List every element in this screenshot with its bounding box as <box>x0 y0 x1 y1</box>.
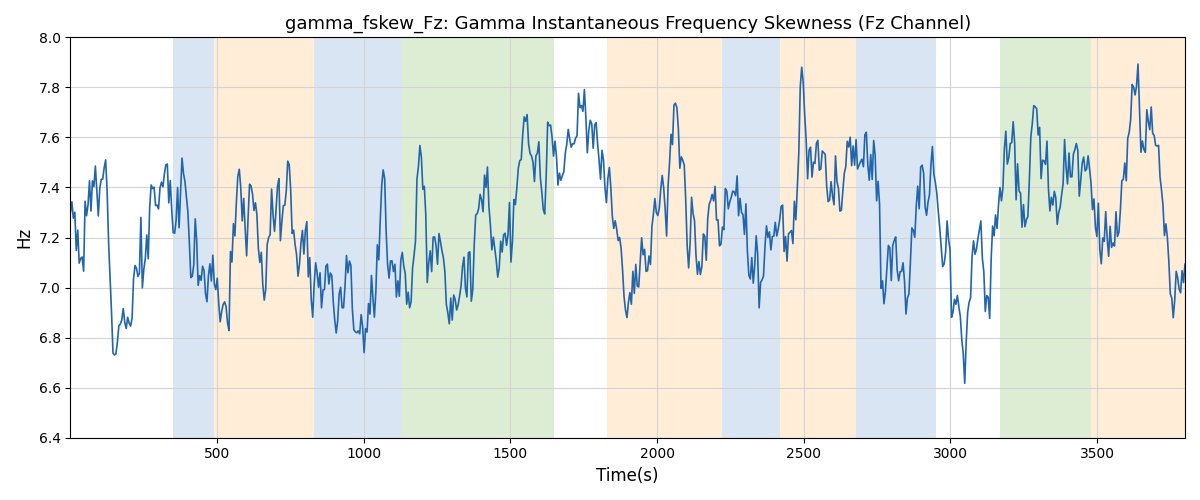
Bar <box>607 38 721 438</box>
Bar <box>173 38 214 438</box>
Bar <box>857 38 936 438</box>
X-axis label: Time(s): Time(s) <box>596 467 659 485</box>
Bar <box>780 38 857 438</box>
Bar <box>721 38 780 438</box>
Title: gamma_fskew_Fz: Gamma Instantaneous Frequency Skewness (Fz Channel): gamma_fskew_Fz: Gamma Instantaneous Freq… <box>284 15 971 34</box>
Bar <box>402 38 554 438</box>
Y-axis label: Hz: Hz <box>14 227 32 248</box>
Bar <box>1001 38 1091 438</box>
Bar <box>214 38 314 438</box>
Bar <box>1091 38 1186 438</box>
Bar <box>314 38 402 438</box>
